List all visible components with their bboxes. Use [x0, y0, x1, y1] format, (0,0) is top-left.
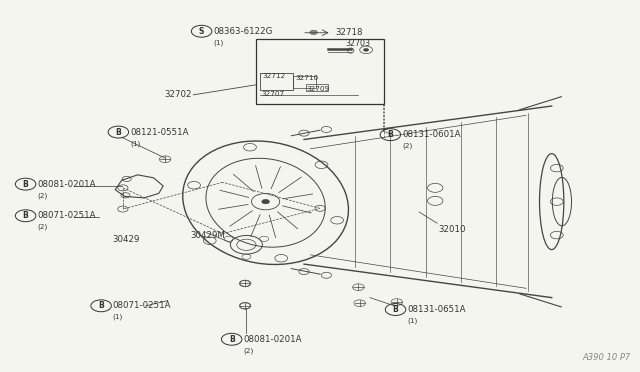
- Text: B: B: [23, 180, 28, 189]
- Text: 08131-0601A: 08131-0601A: [402, 130, 460, 139]
- Text: (2): (2): [402, 143, 412, 149]
- Text: (1): (1): [213, 39, 223, 46]
- Text: B: B: [388, 130, 393, 139]
- Text: 08081-0201A: 08081-0201A: [243, 335, 301, 344]
- Circle shape: [364, 48, 369, 51]
- Text: 08081-0201A: 08081-0201A: [37, 180, 95, 189]
- Text: B: B: [229, 335, 234, 344]
- Text: 08121-0551A: 08121-0551A: [130, 128, 188, 137]
- Bar: [256, 39, 384, 104]
- Text: (2): (2): [37, 192, 47, 199]
- Text: 32707: 32707: [261, 91, 284, 97]
- Text: A390 10 P7: A390 10 P7: [582, 353, 630, 362]
- Bar: [260, 73, 293, 90]
- Text: B: B: [393, 305, 398, 314]
- Text: (2): (2): [243, 347, 253, 354]
- Text: 32703: 32703: [346, 39, 371, 48]
- Circle shape: [310, 30, 317, 35]
- Text: 32709: 32709: [306, 86, 329, 92]
- Text: (1): (1): [113, 314, 123, 320]
- Text: B: B: [99, 301, 104, 310]
- Text: 32702: 32702: [164, 90, 192, 99]
- Text: 08071-0251A: 08071-0251A: [37, 211, 95, 220]
- Text: 32712: 32712: [262, 73, 285, 78]
- Text: 08131-0651A: 08131-0651A: [407, 305, 465, 314]
- Text: 30429M: 30429M: [191, 231, 225, 240]
- Text: 08071-0251A: 08071-0251A: [113, 301, 171, 310]
- Bar: [293, 76, 316, 88]
- Text: (1): (1): [407, 318, 417, 324]
- Text: 30429: 30429: [112, 235, 140, 244]
- Text: B: B: [23, 211, 28, 220]
- Text: (1): (1): [130, 140, 140, 147]
- Text: 32010: 32010: [438, 225, 466, 234]
- Text: 32710: 32710: [295, 75, 318, 81]
- Text: 08363-6122G: 08363-6122G: [213, 27, 273, 36]
- Text: B: B: [116, 128, 121, 137]
- Bar: [306, 84, 328, 91]
- Text: 32718: 32718: [335, 28, 363, 37]
- Text: S: S: [199, 27, 204, 36]
- Text: (2): (2): [37, 224, 47, 230]
- Circle shape: [262, 199, 269, 204]
